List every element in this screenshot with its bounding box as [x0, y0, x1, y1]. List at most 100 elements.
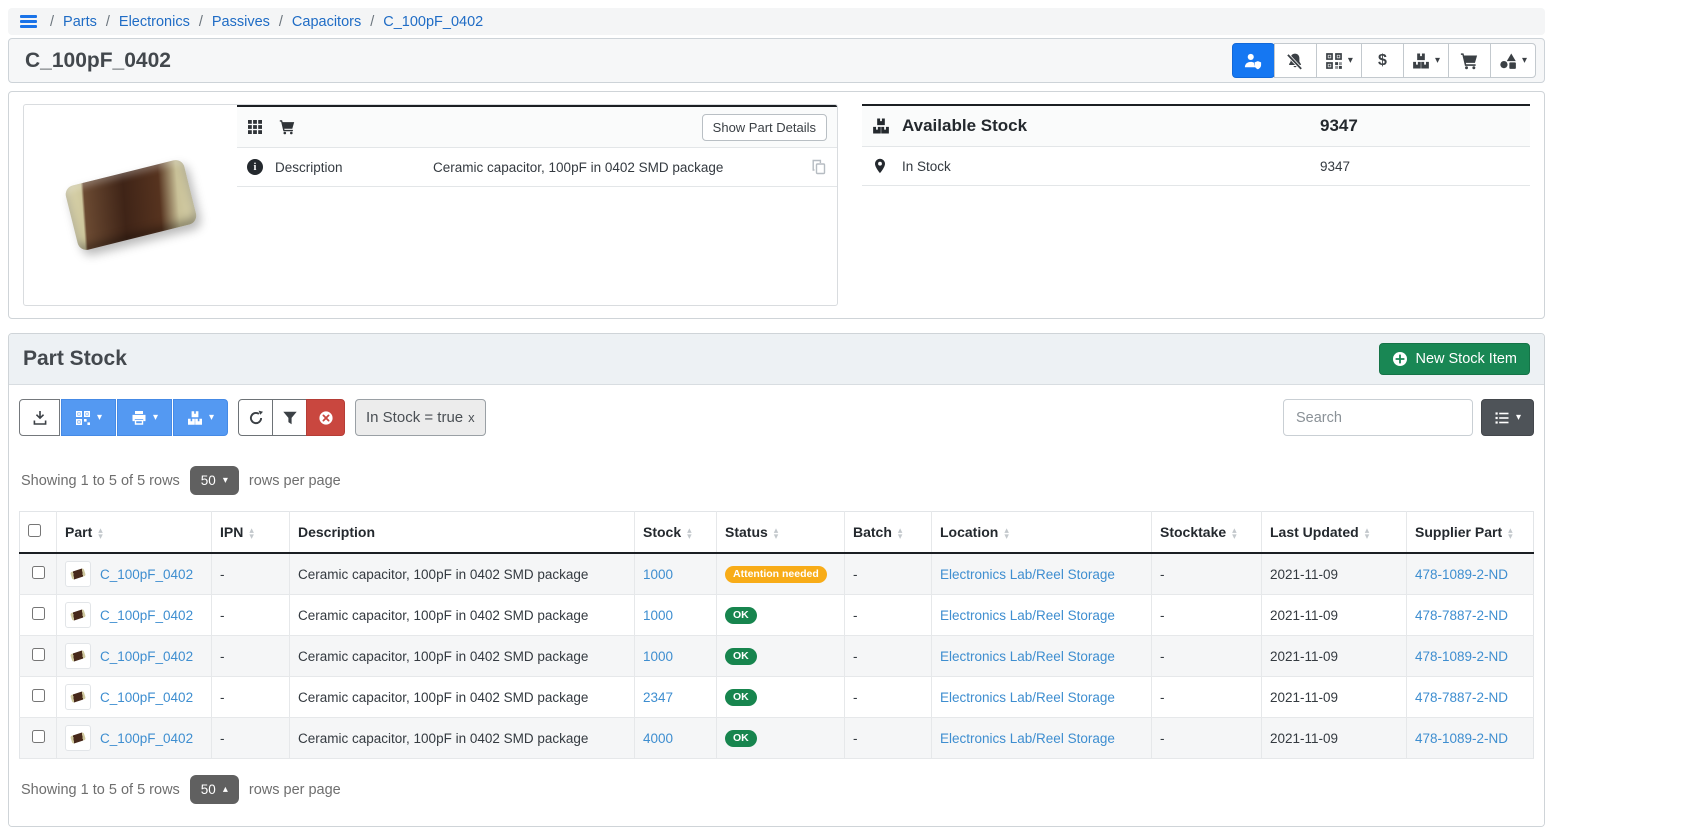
- unsubscribe-button[interactable]: [1273, 43, 1317, 78]
- table-row[interactable]: C_100pF_0402 - Ceramic capacitor, 100pF …: [19, 553, 1534, 595]
- bell-slash-icon: [1286, 52, 1304, 70]
- download-button[interactable]: [19, 399, 60, 436]
- show-part-details-button[interactable]: Show Part Details: [701, 113, 827, 141]
- stock-quantity-link[interactable]: 1000: [643, 566, 674, 582]
- breadcrumb-item-passives[interactable]: Passives: [211, 13, 270, 30]
- row-checkbox[interactable]: [31, 607, 45, 620]
- column-header-last-updated[interactable]: Last Updated ▴ ▾: [1261, 511, 1407, 554]
- supplier-part-link[interactable]: 478-7887-2-ND: [1415, 607, 1509, 623]
- location-link[interactable]: Electronics Lab/Reel Storage: [940, 607, 1115, 623]
- part-link[interactable]: C_100pF_0402: [100, 607, 194, 623]
- breadcrumb-item-current-part[interactable]: C_100pF_0402: [383, 13, 484, 30]
- cell-batch: -: [844, 594, 932, 636]
- row-checkbox[interactable]: [31, 730, 45, 743]
- location-link[interactable]: Electronics Lab/Reel Storage: [940, 648, 1115, 664]
- part-link[interactable]: C_100pF_0402: [100, 566, 194, 582]
- breadcrumb-separator: /: [50, 13, 55, 30]
- part-stock-header: Part Stock New Stock Item: [9, 334, 1544, 385]
- filter-chip-label: In Stock = true: [366, 409, 464, 426]
- table-row[interactable]: C_100pF_0402 - Ceramic capacitor, 100pF …: [19, 594, 1534, 636]
- row-checkbox[interactable]: [31, 648, 45, 661]
- row-checkbox[interactable]: [31, 689, 45, 702]
- part-link[interactable]: C_100pF_0402: [100, 730, 194, 746]
- description-row: i Description Ceramic capacitor, 100pF i…: [237, 148, 837, 187]
- column-header-ipn[interactable]: IPN ▴ ▾: [211, 511, 290, 554]
- active-filter-chip[interactable]: In Stock = true x: [355, 399, 486, 436]
- part-link[interactable]: C_100pF_0402: [100, 689, 194, 705]
- chevron-down-icon: ▾: [1434, 54, 1440, 66]
- stock-boxes-icon: [1412, 52, 1430, 70]
- column-header-supplier-part[interactable]: Supplier Part ▴ ▾: [1406, 511, 1534, 554]
- part-details-card: Show Part Details i Description Ceramic …: [8, 91, 1545, 319]
- print-dropdown-button[interactable]: ▾: [117, 399, 172, 436]
- part-details-table: Show Part Details i Description Ceramic …: [237, 105, 837, 305]
- barcode-dropdown-button[interactable]: ▾: [61, 399, 116, 436]
- filter-chip-close-icon[interactable]: x: [468, 410, 475, 425]
- available-stock-header: Available Stock 9347: [862, 106, 1530, 147]
- column-header-part[interactable]: Part ▴ ▾: [56, 511, 212, 554]
- barcode-actions-button[interactable]: ▾: [1315, 43, 1362, 78]
- stock-actions-button[interactable]: ▾: [1402, 43, 1449, 78]
- subscribe-button[interactable]: [1231, 43, 1275, 78]
- table-view-dropdown-button[interactable]: ▾: [1481, 399, 1534, 436]
- location-link[interactable]: Electronics Lab/Reel Storage: [940, 566, 1115, 582]
- available-stock-total: 9347: [1320, 116, 1358, 135]
- stock-quantity-link[interactable]: 1000: [643, 648, 674, 664]
- cell-ipn: -: [211, 717, 290, 759]
- cell-stocktake: -: [1151, 553, 1262, 595]
- column-header-status[interactable]: Status ▴ ▾: [716, 511, 845, 554]
- stock-quantity-link[interactable]: 2347: [643, 689, 674, 705]
- column-header-stocktake[interactable]: Stocktake ▴ ▾: [1151, 511, 1262, 554]
- status-badge: OK: [725, 729, 757, 747]
- supplier-part-link[interactable]: 478-1089-2-ND: [1415, 730, 1509, 746]
- status-badge: OK: [725, 606, 757, 624]
- hamburger-icon[interactable]: [20, 12, 37, 30]
- cell-stocktake: -: [1151, 676, 1262, 718]
- column-header-location[interactable]: Location ▴ ▾: [931, 511, 1152, 554]
- supplier-part-link[interactable]: 478-1089-2-ND: [1415, 566, 1509, 582]
- pricing-button[interactable]: $: [1360, 43, 1404, 78]
- refresh-button[interactable]: [238, 399, 273, 436]
- sort-icon: ▴ ▾: [98, 525, 103, 542]
- page-size-dropdown[interactable]: 50 ▾: [189, 466, 239, 495]
- location-link[interactable]: Electronics Lab/Reel Storage: [940, 689, 1115, 705]
- search-input[interactable]: [1283, 399, 1473, 436]
- page-size-dropdown[interactable]: 50 ▴: [189, 775, 239, 804]
- chevron-down-icon: ▾: [96, 411, 103, 423]
- table-row[interactable]: C_100pF_0402 - Ceramic capacitor, 100pF …: [19, 635, 1534, 677]
- copy-icon[interactable]: [811, 159, 827, 175]
- stock-options-dropdown-button[interactable]: ▾: [173, 399, 228, 436]
- table-row[interactable]: C_100pF_0402 - Ceramic capacitor, 100pF …: [19, 676, 1534, 718]
- location-link[interactable]: Electronics Lab/Reel Storage: [940, 730, 1115, 746]
- breadcrumb-item-electronics[interactable]: Electronics: [118, 13, 190, 30]
- column-header-stock[interactable]: Stock ▴ ▾: [634, 511, 717, 554]
- part-image[interactable]: [24, 105, 237, 305]
- stock-quantity-link[interactable]: 4000: [643, 730, 674, 746]
- order-part-button[interactable]: [1447, 43, 1491, 78]
- stock-quantity-link[interactable]: 1000: [643, 607, 674, 623]
- part-thumbnail: [65, 561, 91, 587]
- table-row[interactable]: C_100pF_0402 - Ceramic capacitor, 100pF …: [19, 717, 1534, 759]
- filter-button[interactable]: [272, 399, 307, 436]
- part-link[interactable]: C_100pF_0402: [100, 648, 194, 664]
- cell-batch: -: [844, 553, 932, 595]
- breadcrumb-item-parts[interactable]: Parts: [63, 13, 97, 30]
- cell-ipn: -: [211, 594, 290, 636]
- supplier-part-link[interactable]: 478-7887-2-ND: [1415, 689, 1509, 705]
- column-header-batch[interactable]: Batch ▴ ▾: [844, 511, 932, 554]
- grid-icon: [247, 119, 263, 135]
- part-actions-button[interactable]: ▾: [1489, 43, 1536, 78]
- pagination-summary: Showing 1 to 5 of 5 rows: [21, 781, 180, 798]
- new-stock-item-button[interactable]: New Stock Item: [1379, 343, 1530, 375]
- breadcrumb-item-capacitors[interactable]: Capacitors: [291, 13, 362, 30]
- qrcode-icon: [75, 410, 91, 426]
- select-all-checkbox[interactable]: [28, 524, 41, 537]
- download-icon: [32, 410, 48, 426]
- cell-ipn: -: [211, 553, 290, 595]
- remove-filters-button[interactable]: [306, 399, 345, 436]
- supplier-part-link[interactable]: 478-1089-2-ND: [1415, 648, 1509, 664]
- cell-last-updated: 2021-11-09: [1261, 594, 1407, 636]
- cart-icon: [279, 119, 295, 135]
- breadcrumb-separator: /: [370, 13, 375, 30]
- row-checkbox[interactable]: [31, 566, 45, 579]
